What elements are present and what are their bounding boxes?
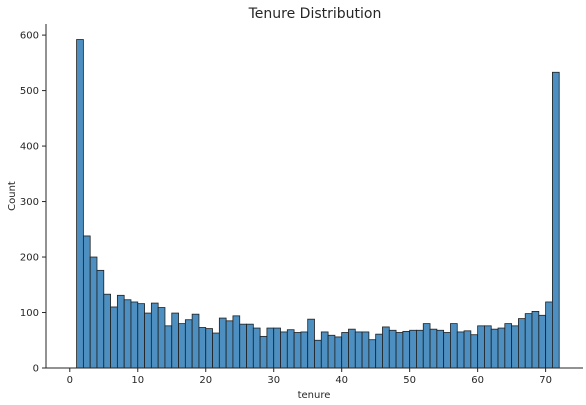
y-tick-label: 300 — [20, 197, 39, 208]
histogram-bar — [429, 328, 438, 369]
histogram-bar — [232, 315, 241, 369]
histogram-bar — [327, 334, 336, 369]
histogram-bar — [504, 323, 513, 369]
histogram-bar — [96, 269, 105, 369]
histogram-bar — [239, 323, 247, 369]
histogram-bar — [123, 299, 132, 369]
histogram-bar — [443, 332, 451, 369]
histogram-bar — [246, 323, 254, 369]
histogram-bar — [266, 327, 275, 369]
y-axis-label: Count — [7, 181, 18, 211]
histogram-bar — [348, 328, 356, 369]
histogram-bar — [205, 328, 213, 369]
histogram-bar — [178, 323, 186, 369]
histogram-bar — [314, 339, 322, 369]
histogram-bar — [477, 325, 485, 369]
histogram-bar — [171, 312, 179, 369]
histogram-bar — [82, 235, 91, 369]
histogram-bar — [300, 331, 309, 369]
histogram-bar — [184, 319, 193, 369]
y-axis-ticks: 0 100 200 300 400 500 600 — [20, 31, 46, 375]
histogram-bar — [409, 329, 417, 369]
histogram-bar — [552, 71, 560, 369]
x-tick-label: 50 — [403, 375, 416, 386]
x-tick-label: 60 — [471, 375, 484, 386]
histogram-bar — [150, 302, 159, 369]
histogram-bar — [334, 336, 343, 369]
histogram-bar — [259, 335, 268, 369]
histogram-bar — [382, 326, 390, 369]
histogram-bar — [402, 330, 411, 369]
histogram-bar — [436, 329, 445, 369]
histogram-bar — [286, 329, 295, 369]
histogram-bar — [280, 331, 288, 369]
y-tick-label: 600 — [20, 31, 39, 42]
histogram-bar — [320, 331, 329, 369]
histogram-bar — [524, 313, 533, 369]
x-axis-ticks: 0 10 20 30 40 50 60 70 — [67, 368, 552, 386]
histogram-bar — [545, 301, 553, 369]
x-tick-label: 30 — [267, 375, 280, 386]
x-tick-label: 20 — [199, 375, 212, 386]
histogram-bar — [395, 332, 404, 369]
chart-title: Tenure Distribution — [248, 6, 382, 22]
histogram-bar — [116, 294, 125, 369]
histogram-bar — [307, 318, 315, 369]
histogram-bar — [110, 306, 118, 369]
histogram-bar — [103, 293, 111, 369]
histogram-bar — [144, 312, 152, 369]
histogram-bar — [375, 333, 383, 369]
histogram-bar — [463, 330, 472, 369]
histogram-bar — [212, 332, 220, 369]
histogram-bar — [450, 323, 458, 369]
histogram-bar — [130, 301, 139, 369]
histogram-bar — [490, 328, 499, 369]
histogram-bar — [456, 331, 465, 369]
histogram-bar — [470, 334, 479, 369]
histogram-bar — [76, 39, 84, 369]
histogram-bar — [368, 339, 377, 369]
histogram-bar — [225, 320, 234, 369]
histogram-bar — [388, 329, 397, 369]
histogram-bar — [293, 332, 302, 369]
histogram-bar — [191, 313, 200, 369]
y-tick-label: 100 — [20, 308, 39, 319]
histogram-bar — [137, 303, 145, 369]
histogram-bar — [538, 314, 547, 369]
histogram-bar — [484, 325, 492, 369]
histogram-bar — [361, 331, 370, 369]
y-tick-label: 200 — [20, 253, 39, 264]
x-axis-label: tenure — [298, 390, 331, 401]
histogram-bar — [518, 318, 526, 369]
y-tick-label: 0 — [33, 364, 39, 375]
x-tick-label: 10 — [131, 375, 144, 386]
x-tick-label: 70 — [539, 375, 552, 386]
histogram-bar — [416, 329, 424, 369]
histogram-bar — [218, 317, 227, 369]
histogram-bar — [422, 323, 431, 369]
histogram-bar — [531, 311, 540, 369]
histogram-bar — [252, 327, 261, 369]
x-tick-label: 40 — [335, 375, 348, 386]
histogram-bar — [497, 327, 506, 369]
histogram-bar — [354, 331, 363, 369]
histogram-bar — [273, 327, 281, 369]
bars-group — [76, 39, 560, 369]
y-tick-label: 500 — [20, 86, 39, 97]
histogram-bar — [89, 256, 98, 369]
y-tick-label: 400 — [20, 142, 39, 153]
histogram-bar — [198, 327, 207, 369]
histogram-bar — [164, 325, 173, 369]
histogram-bar — [511, 325, 519, 369]
histogram-bar — [341, 332, 349, 369]
x-tick-label: 0 — [67, 375, 73, 386]
histogram-bar — [157, 307, 166, 369]
